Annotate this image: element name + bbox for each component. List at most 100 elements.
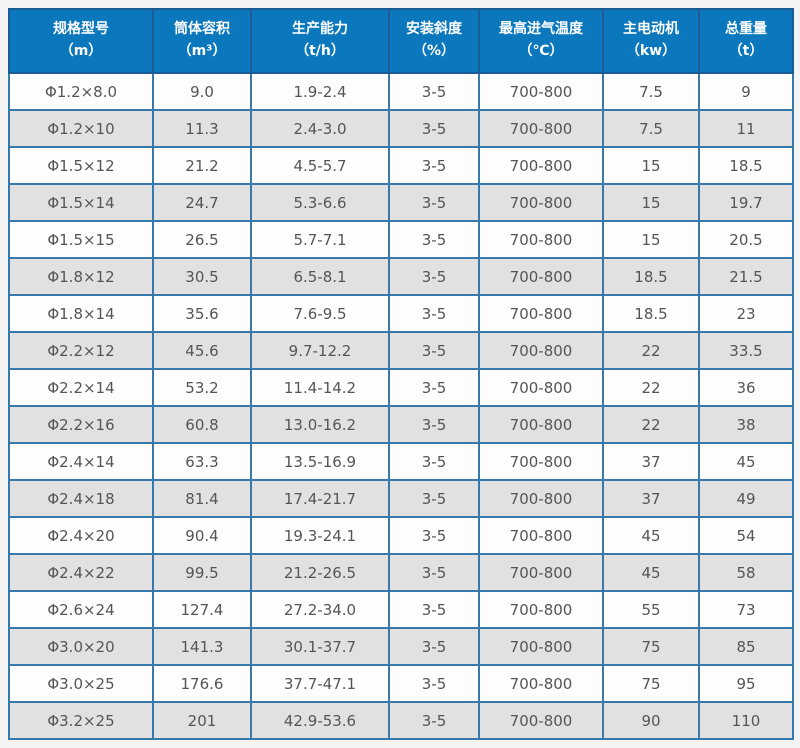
table-cell: 3-5 [388, 220, 480, 259]
header-title: 最高进气温度 [499, 21, 583, 38]
table-cell: 15 [602, 183, 700, 222]
table-row: Φ1.8×14 35.6 7.6-9.5 3-5 700-800 18.5 23 [8, 294, 794, 333]
table-cell: Φ2.4×20 [8, 516, 154, 555]
table-cell: 7.5 [602, 72, 700, 111]
table-cell: 110 [698, 701, 794, 740]
table-cell: 3-5 [388, 331, 480, 370]
table-cell: 54 [698, 516, 794, 555]
header-unit: （m³） [177, 43, 227, 59]
table-cell: 6.5-8.1 [250, 257, 390, 296]
table-cell: 60.8 [152, 405, 252, 444]
table-cell: 23 [698, 294, 794, 333]
header-cell: 主电动机 （kw） [602, 8, 700, 74]
table-cell: 700-800 [478, 368, 604, 407]
table-cell: 3-5 [388, 72, 480, 111]
header-title: 安装斜度 [406, 21, 462, 38]
table-cell: 18.5 [698, 146, 794, 185]
table-cell: 33.5 [698, 331, 794, 370]
table-cell: 11.3 [152, 109, 252, 148]
table-cell: 700-800 [478, 109, 604, 148]
table-cell: Φ3.2×25 [8, 701, 154, 740]
table-cell: 19.3-24.1 [250, 516, 390, 555]
table-cell: Φ1.2×8.0 [8, 72, 154, 111]
table-cell: 42.9-53.6 [250, 701, 390, 740]
table-cell: 3-5 [388, 294, 480, 333]
table-cell: 63.3 [152, 442, 252, 481]
table-cell: 45 [602, 516, 700, 555]
header-unit: （m） [59, 43, 103, 59]
table-cell: 3-5 [388, 368, 480, 407]
header-cell: 规格型号 （m） [8, 8, 154, 74]
table-cell: 22 [602, 405, 700, 444]
table-cell: 22 [602, 368, 700, 407]
table-row: Φ3.0×25 176.6 37.7-47.1 3-5 700-800 75 95 [8, 664, 794, 703]
table-cell: 2.4-3.0 [250, 109, 390, 148]
table-cell: 5.3-6.6 [250, 183, 390, 222]
table-cell: 9.0 [152, 72, 252, 111]
table-cell: Φ1.5×15 [8, 220, 154, 259]
table-cell: 700-800 [478, 664, 604, 703]
table-cell: 5.7-7.1 [250, 220, 390, 259]
table-cell: 700-800 [478, 294, 604, 333]
table-cell: 141.3 [152, 627, 252, 666]
table-cell: 75 [602, 627, 700, 666]
table-cell: 700-800 [478, 331, 604, 370]
header-unit: （%） [412, 43, 456, 59]
table-cell: 81.4 [152, 479, 252, 518]
table-cell: 11 [698, 109, 794, 148]
table-cell: 700-800 [478, 553, 604, 592]
table-cell: 45.6 [152, 331, 252, 370]
table-cell: 4.5-5.7 [250, 146, 390, 185]
table-body: Φ1.2×8.0 9.0 1.9-2.4 3-5 700-800 7.5 9 Φ1.2×10 1… [8, 72, 794, 740]
table-cell: 1.9-2.4 [250, 72, 390, 111]
table-row: Φ1.5×12 21.2 4.5-5.7 3-5 700-800 15 18.5 [8, 146, 794, 185]
table-cell: 3-5 [388, 627, 480, 666]
table-cell: 49 [698, 479, 794, 518]
table-cell: 24.7 [152, 183, 252, 222]
table-cell: 9 [698, 72, 794, 111]
table-cell: Φ1.5×14 [8, 183, 154, 222]
table-cell: 127.4 [152, 590, 252, 629]
table-cell: 201 [152, 701, 252, 740]
table-row: Φ2.4×18 81.4 17.4-21.7 3-5 700-800 37 49 [8, 479, 794, 518]
table-cell: 73 [698, 590, 794, 629]
table-cell: Φ2.4×14 [8, 442, 154, 481]
table-cell: 3-5 [388, 590, 480, 629]
table-cell: Φ2.2×12 [8, 331, 154, 370]
table-cell: 15 [602, 146, 700, 185]
table-cell: 7.6-9.5 [250, 294, 390, 333]
table-header: 规格型号 （m） 筒体容积 （m³） 生产能力 （t/h） 安装斜度 （%） 最高进气温度 （℃）… [8, 8, 794, 74]
header-cell: 最高进气温度 （℃） [478, 8, 604, 74]
table-cell: 35.6 [152, 294, 252, 333]
table-cell: Φ3.0×20 [8, 627, 154, 666]
table-cell: 30.5 [152, 257, 252, 296]
table-cell: Φ2.6×24 [8, 590, 154, 629]
table-row: Φ2.2×16 60.8 13.0-16.2 3-5 700-800 22 38 [8, 405, 794, 444]
header-title: 生产能力 [292, 21, 348, 38]
table-cell: Φ1.5×12 [8, 146, 154, 185]
header-cell: 筒体容积 （m³） [152, 8, 252, 74]
table-cell: 37 [602, 442, 700, 481]
table-row: Φ2.6×24 127.4 27.2-34.0 3-5 700-800 55 73 [8, 590, 794, 629]
spec-table: 规格型号 （m） 筒体容积 （m³） 生产能力 （t/h） 安装斜度 （%） 最高进气温度 （℃）… [8, 8, 794, 740]
table-cell: 99.5 [152, 553, 252, 592]
header-title: 规格型号 [53, 21, 109, 38]
table-cell: 11.4-14.2 [250, 368, 390, 407]
table-row: Φ1.2×8.0 9.0 1.9-2.4 3-5 700-800 7.5 9 [8, 72, 794, 111]
header-unit: （t/h） [295, 43, 345, 59]
table-cell: Φ1.8×14 [8, 294, 154, 333]
table-row: Φ2.2×12 45.6 9.7-12.2 3-5 700-800 22 33.5 [8, 331, 794, 370]
table-cell: 3-5 [388, 479, 480, 518]
table-cell: 58 [698, 553, 794, 592]
table-cell: 700-800 [478, 701, 604, 740]
table-row: Φ1.5×15 26.5 5.7-7.1 3-5 700-800 15 20.5 [8, 220, 794, 259]
table-cell: 38 [698, 405, 794, 444]
table-cell: 55 [602, 590, 700, 629]
table-row: Φ1.2×10 11.3 2.4-3.0 3-5 700-800 7.5 11 [8, 109, 794, 148]
header-title: 总重量 [725, 21, 767, 38]
table-cell: 3-5 [388, 146, 480, 185]
table-cell: 21.5 [698, 257, 794, 296]
table-cell: 15 [602, 220, 700, 259]
table-cell: 13.5-16.9 [250, 442, 390, 481]
table-cell: 700-800 [478, 72, 604, 111]
